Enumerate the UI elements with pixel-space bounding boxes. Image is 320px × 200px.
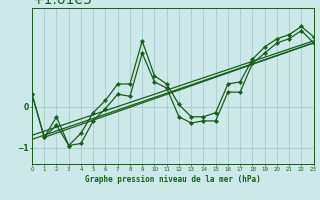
X-axis label: Graphe pression niveau de la mer (hPa): Graphe pression niveau de la mer (hPa) [85, 175, 261, 184]
